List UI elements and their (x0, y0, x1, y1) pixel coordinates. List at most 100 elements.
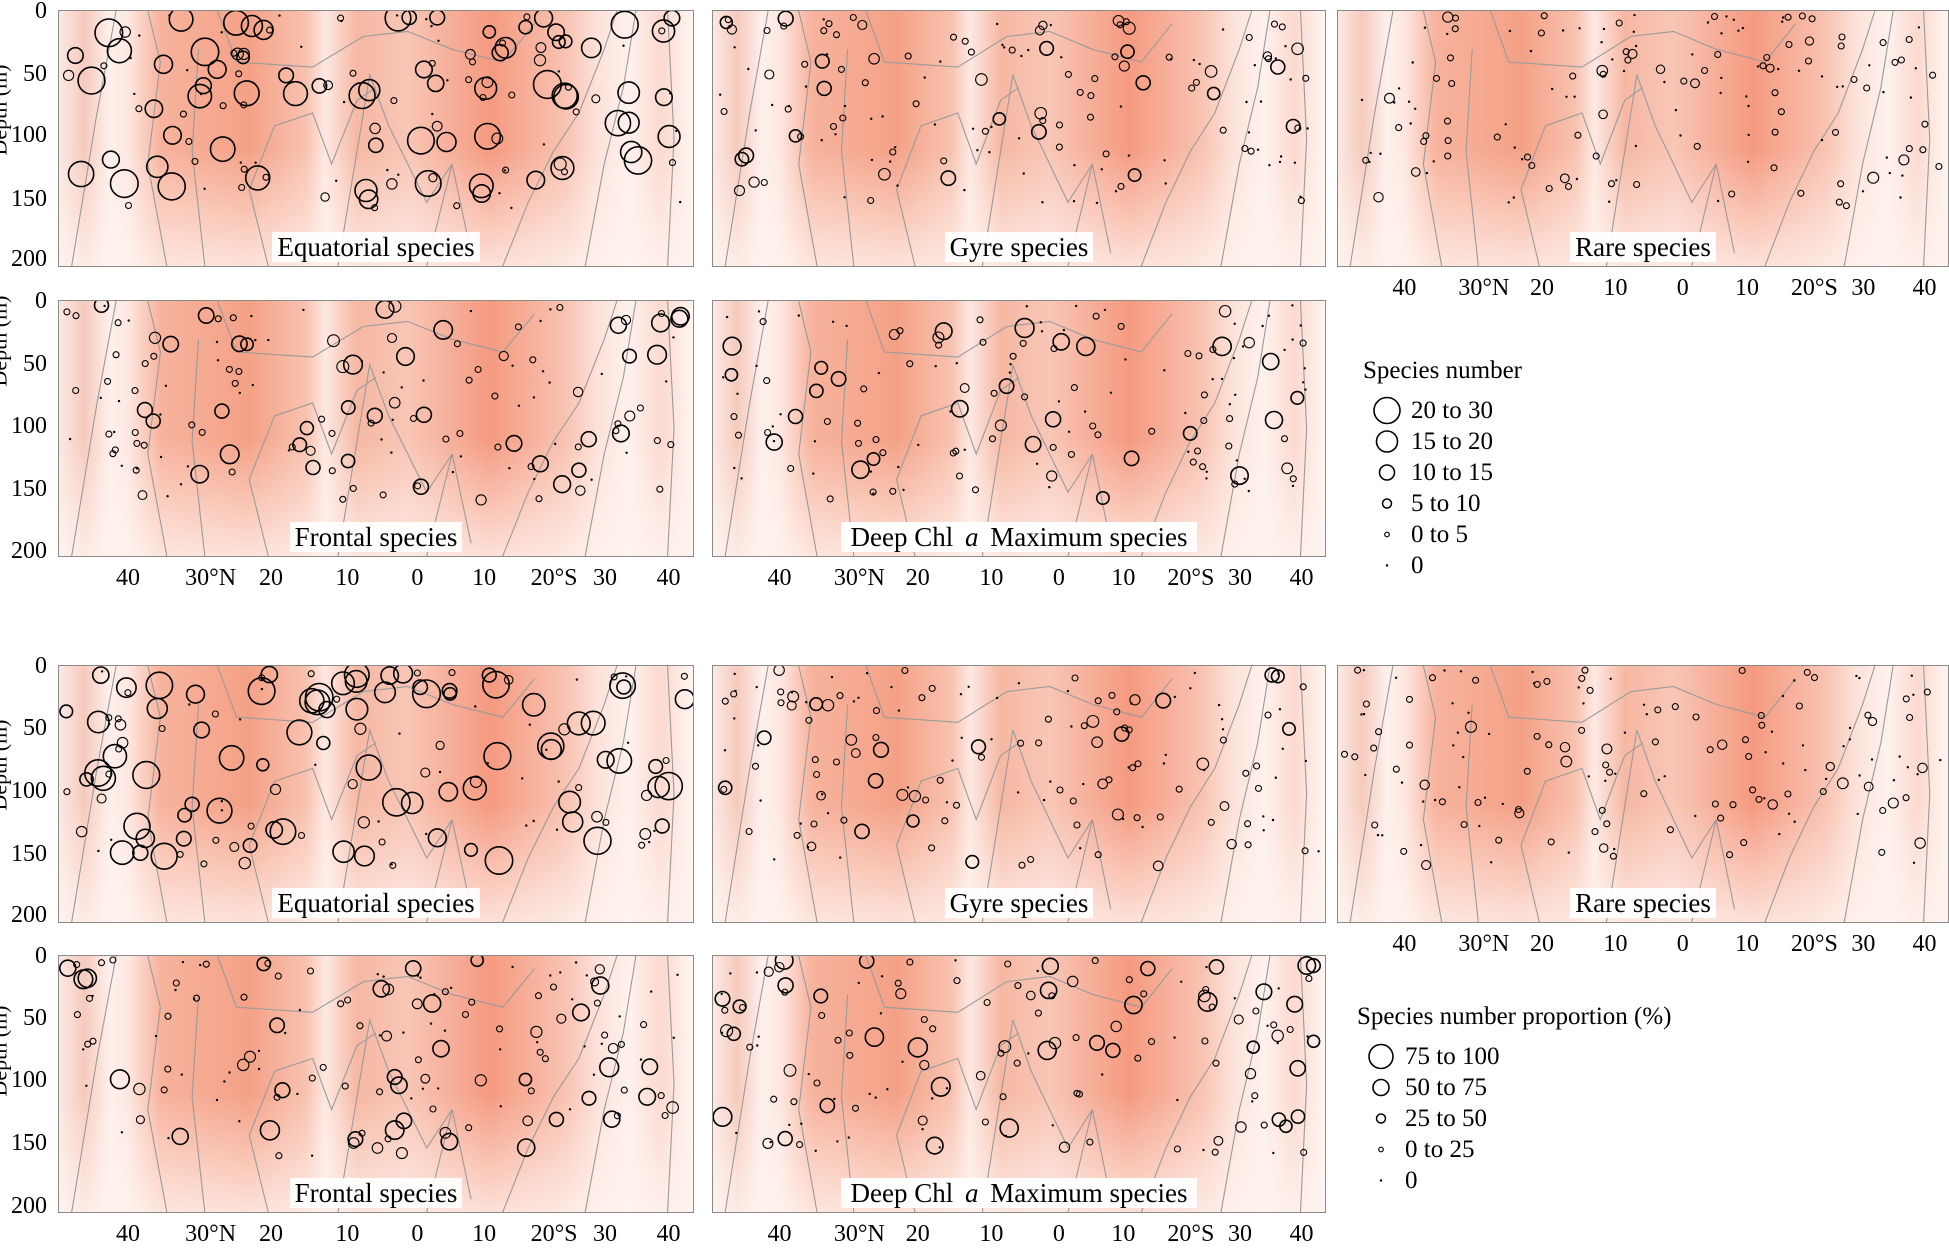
sample-marker (278, 14, 281, 17)
legend-item: 10 to 15 (1363, 457, 1522, 488)
sample-marker (1858, 676, 1861, 680)
sample-marker (284, 1031, 287, 1035)
sample-marker (264, 959, 272, 967)
legend-marker (1368, 1043, 1394, 1070)
sample-marker (1528, 161, 1536, 170)
sample-marker (949, 449, 957, 457)
sample-marker (1241, 144, 1249, 153)
sample-marker (511, 364, 514, 367)
legend-item: 25 to 50 (1357, 1103, 1672, 1134)
sample-marker (1504, 123, 1507, 126)
legend-marker (1379, 1179, 1383, 1182)
sample-marker (1879, 806, 1887, 815)
sample-marker (171, 1127, 189, 1146)
sample-marker (1501, 802, 1504, 806)
contour-line (981, 729, 1093, 922)
sample-marker (1306, 127, 1309, 130)
sample-marker (650, 313, 671, 333)
sample-marker (474, 1074, 487, 1087)
x-tick-label: 20°S (1790, 275, 1838, 301)
sample-marker (318, 415, 326, 423)
sample-marker (1861, 190, 1865, 193)
sample-marker (1400, 847, 1408, 855)
sample-marker (1052, 332, 1071, 351)
sample-marker (928, 844, 936, 852)
sample-marker (1141, 825, 1144, 829)
sample-marker (850, 748, 861, 759)
sample-marker (438, 781, 459, 802)
sample-marker (663, 11, 681, 27)
sample-marker (1360, 98, 1364, 102)
sample-marker (1125, 976, 1133, 984)
sample-marker (836, 692, 844, 700)
sample-marker (1094, 431, 1102, 439)
sample-marker (1559, 173, 1570, 184)
sample-marker (214, 315, 222, 323)
sample-marker (388, 396, 401, 409)
x-tick-label: 20 (1530, 931, 1555, 957)
sample-marker (453, 202, 461, 210)
sample-marker (823, 417, 831, 426)
sample-marker (129, 56, 132, 60)
sample-marker (540, 738, 562, 761)
sample-marker (1757, 711, 1765, 720)
sample-marker (1397, 87, 1401, 90)
legend-item: 20 to 30 (1363, 395, 1522, 426)
sample-marker (104, 377, 112, 385)
sample-marker (555, 828, 559, 831)
sample-marker (298, 687, 325, 714)
sample-marker (1782, 762, 1785, 765)
sample-marker (412, 679, 429, 696)
sample-marker (1759, 62, 1767, 70)
sample-marker (441, 988, 449, 996)
sample-marker (834, 133, 837, 136)
sample-marker (310, 1154, 314, 1157)
sample-marker (1745, 752, 1753, 761)
sample-marker (1578, 674, 1586, 682)
sample-marker (625, 675, 628, 678)
x-tick-label: 0 (411, 565, 424, 591)
sample-marker (735, 1131, 738, 1135)
sample-marker (1706, 21, 1710, 24)
sample-marker (1091, 736, 1103, 749)
sample-marker (1034, 106, 1048, 120)
sample-marker (1021, 393, 1029, 401)
sample-marker (429, 1022, 433, 1025)
x-tick-label: 30 (1228, 565, 1253, 591)
sample-marker (1716, 739, 1728, 750)
sample-marker (717, 780, 733, 796)
sample-marker (1564, 182, 1573, 191)
contour-line (1520, 742, 1644, 922)
sample-marker (535, 495, 543, 503)
sample-marker (1512, 196, 1515, 199)
contour-line (1923, 666, 1931, 922)
sample-marker (845, 1029, 853, 1037)
sample-marker (548, 381, 551, 384)
sample-marker (1226, 415, 1234, 423)
sample-marker (267, 338, 270, 342)
sample-marker (806, 841, 817, 852)
sample-marker (1262, 829, 1265, 832)
sample-marker (1070, 725, 1073, 728)
sample-marker (411, 998, 423, 1010)
sample-marker (180, 1073, 183, 1076)
sample-marker (934, 322, 953, 341)
sample-marker (1016, 791, 1020, 794)
sample-marker (390, 97, 398, 105)
sample-marker (1939, 758, 1942, 762)
sample-marker (811, 756, 819, 764)
x-tick-label: 20°S (530, 1221, 578, 1247)
sample-marker (1764, 751, 1767, 754)
sample-marker (1801, 744, 1805, 747)
legend-title: Species number (1363, 357, 1522, 384)
sample-marker (188, 703, 191, 706)
sample-marker (120, 1131, 124, 1134)
sample-marker (1917, 26, 1921, 29)
sample-marker (1910, 674, 1913, 677)
sample-marker (1094, 697, 1102, 705)
sample-marker (1885, 156, 1888, 159)
sample-marker (939, 60, 942, 63)
sample-marker (1569, 72, 1577, 80)
contour-lines (1349, 666, 1931, 922)
sample-marker (109, 169, 139, 199)
